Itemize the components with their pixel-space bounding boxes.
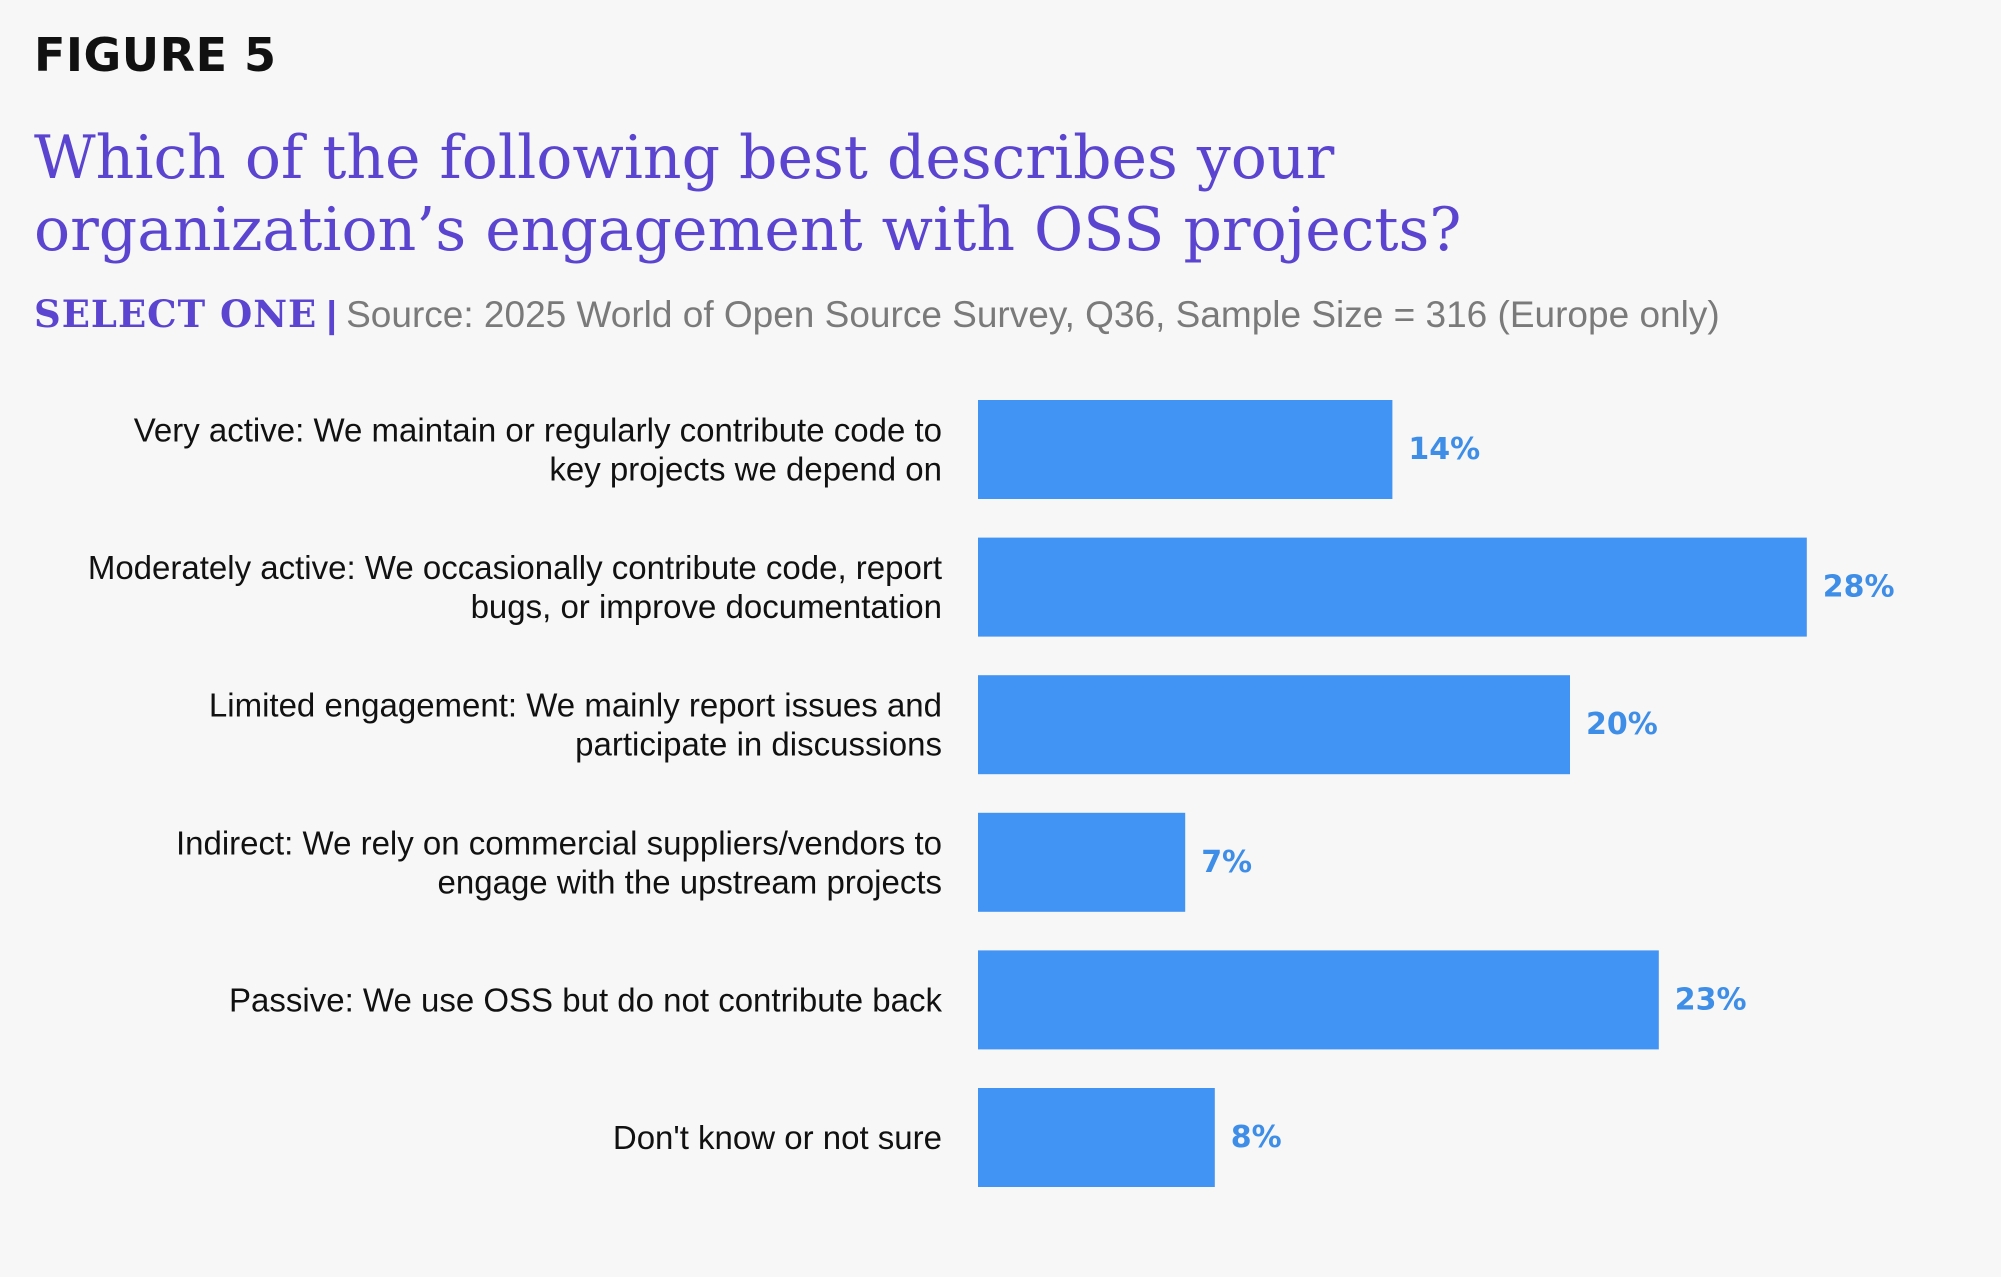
category-label-line: engage with the upstream projects [438, 863, 942, 900]
bar [978, 675, 1570, 775]
subtitle-separator: | [326, 294, 337, 335]
category-label-line: Passive: We use OSS but do not contribut… [229, 981, 942, 1018]
bar [978, 537, 1807, 637]
category-label-line: Limited engagement: We mainly report iss… [209, 687, 942, 724]
chart-title: Which of the following best describes yo… [34, 123, 1462, 265]
value-label: 28% [1823, 570, 1895, 605]
category-label: Limited engagement: We mainly report iss… [209, 687, 942, 763]
source-note: Source: 2025 World of Open Source Survey… [346, 294, 1720, 335]
category-label-line: Indirect: We rely on commercial supplier… [176, 824, 942, 861]
category-label: Passive: We use OSS but do not contribut… [229, 981, 942, 1018]
category-label-line: Very active: We maintain or regularly co… [134, 412, 942, 449]
category-label: Moderately active: We occasionally contr… [88, 549, 942, 625]
category-label: Don't know or not sure [613, 1119, 942, 1156]
bar [978, 950, 1659, 1050]
select-one-label: SELECT ONE [34, 292, 318, 336]
bar [978, 400, 1393, 499]
category-label: Very active: We maintain or regularly co… [134, 412, 942, 488]
value-label: 23% [1675, 982, 1747, 1017]
category-label-line: participate in discussions [575, 726, 942, 763]
figure-label: FIGURE 5 [34, 28, 277, 82]
category-label-line: key projects we depend on [549, 451, 942, 488]
category-label-line: bugs, or improve documentation [471, 588, 942, 625]
bar [978, 1088, 1215, 1187]
value-label: 20% [1586, 707, 1658, 742]
value-label: 14% [1408, 432, 1480, 467]
category-label-line: Don't know or not sure [613, 1119, 942, 1156]
bar [978, 812, 1186, 912]
category-label: Indirect: We rely on commercial supplier… [176, 824, 942, 900]
chart-subtitle: SELECT ONE | Source: 2025 World of Open … [34, 292, 1720, 337]
value-label: 8% [1231, 1120, 1282, 1155]
value-label: 7% [1201, 845, 1252, 880]
category-label-line: Moderately active: We occasionally contr… [88, 549, 942, 586]
